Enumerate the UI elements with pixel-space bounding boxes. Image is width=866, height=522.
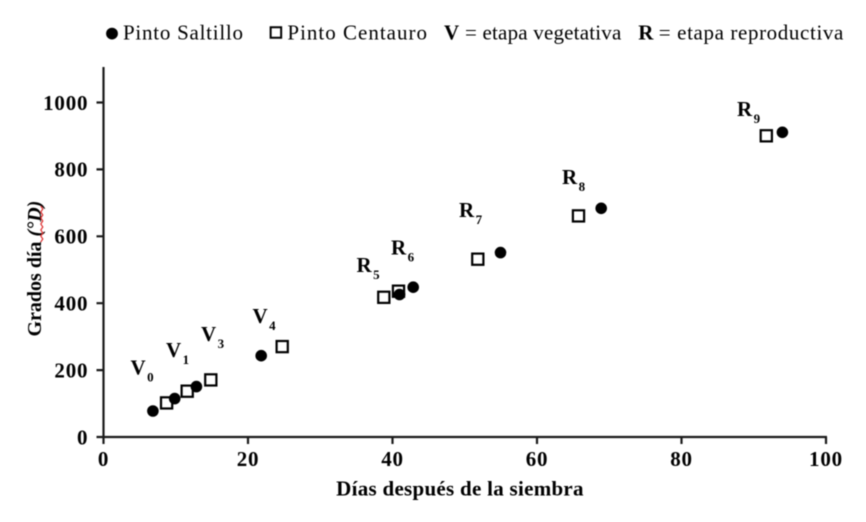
svg-text:V: V <box>444 21 459 45</box>
svg-text:40: 40 <box>381 447 404 471</box>
svg-text:R8: R8 <box>562 165 586 194</box>
svg-text:800: 800 <box>54 158 88 182</box>
svg-text:600: 600 <box>54 225 88 249</box>
svg-text:1000: 1000 <box>43 91 88 115</box>
svg-text:200: 200 <box>54 358 88 382</box>
svg-text:Pinto Saltillo: Pinto Saltillo <box>123 21 244 45</box>
svg-text:= etapa reproductiva: = etapa reproductiva <box>659 21 844 45</box>
svg-text:V3: V3 <box>201 322 225 351</box>
svg-text:R5: R5 <box>357 253 381 282</box>
svg-text:Pinto Centauro: Pinto Centauro <box>287 21 428 45</box>
svg-text:V4: V4 <box>253 304 277 333</box>
svg-text:Grados día (°D): Grados día (°D) <box>24 201 46 337</box>
svg-text:Días después de la siembra: Días después de la siembra <box>336 477 584 501</box>
svg-text:= etapa vegetativa: = etapa vegetativa <box>465 21 622 45</box>
svg-text:R6: R6 <box>391 236 415 265</box>
svg-text:20: 20 <box>237 447 260 471</box>
svg-text:R9: R9 <box>737 97 761 126</box>
svg-text:V1: V1 <box>166 338 189 367</box>
svg-text:0: 0 <box>77 425 88 449</box>
svg-text:0: 0 <box>98 447 109 471</box>
svg-text:R: R <box>638 21 654 45</box>
svg-text:100: 100 <box>809 447 843 471</box>
svg-text:80: 80 <box>670 447 693 471</box>
svg-text:60: 60 <box>526 447 549 471</box>
svg-text:R7: R7 <box>459 198 483 227</box>
svg-text:400: 400 <box>54 292 88 316</box>
svg-text:V0: V0 <box>131 356 154 385</box>
